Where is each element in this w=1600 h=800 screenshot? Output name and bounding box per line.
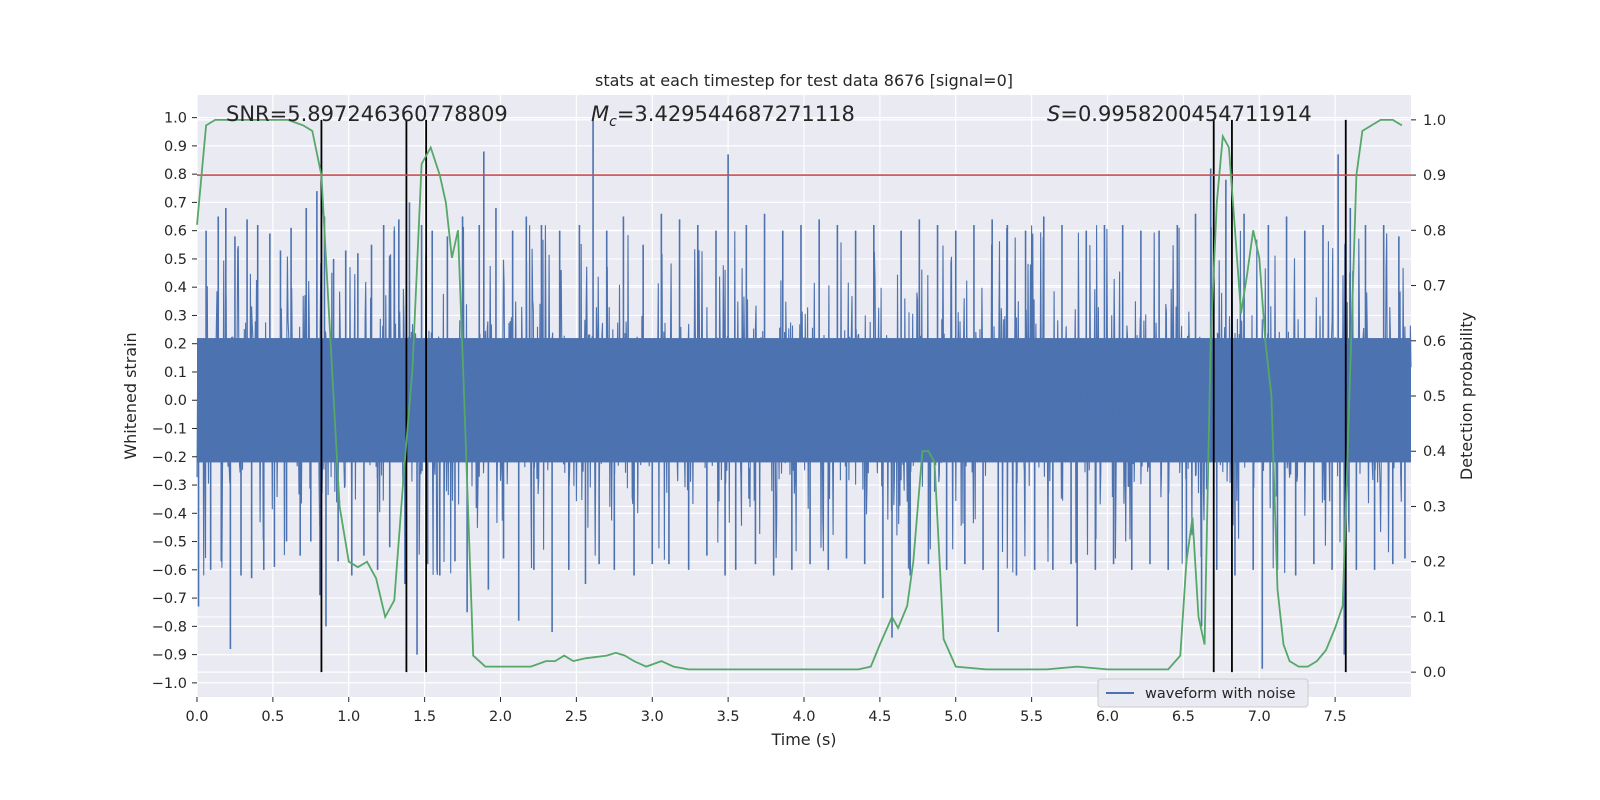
y-tick-label-14: −0.4 — [152, 506, 187, 522]
vertical-markers — [320, 119, 1347, 673]
y2-tick-label-1: 0.9 — [1423, 168, 1446, 184]
y-axis-ticks: 1.0 0.9 0.8 0.7 0.6 0.5 0.4 0.3 0.2 0.1 0.0 −0.1 −0.… — [152, 111, 197, 692]
x-tick-label-11: 5.5 — [1020, 709, 1043, 725]
y-tick-label-17: −0.7 — [152, 591, 187, 607]
y-tick-label-2: 0.8 — [164, 167, 187, 183]
mc-symbol: M — [591, 102, 609, 126]
x-tick-label-7: 3.5 — [717, 709, 740, 725]
y2-axis-ticks: 1.0 0.9 0.8 0.7 0.6 0.5 0.4 0.3 0.2 0.1 0.0 — [1411, 113, 1446, 681]
y-tick-label-0: 1.0 — [164, 111, 187, 127]
x-axis-label: Time (s) — [770, 730, 836, 749]
y2-tick-label-5: 0.5 — [1423, 389, 1446, 405]
x-tick-label-3: 1.5 — [413, 709, 436, 725]
x-tick-label-8: 4.0 — [792, 709, 815, 725]
x-tick-label-2: 1.0 — [337, 709, 360, 725]
y-tick-label-6: 0.4 — [164, 280, 187, 296]
y2-tick-label-6: 0.4 — [1423, 444, 1446, 460]
y-tick-label-19: −0.9 — [152, 648, 187, 664]
y2-tick-label-9: 0.1 — [1423, 610, 1446, 626]
probability-series-line — [196, 119, 1403, 671]
mc-subscript: c — [609, 114, 617, 130]
x-tick-label-1: 0.5 — [261, 709, 284, 725]
y2-tick-label-4: 0.6 — [1423, 334, 1446, 350]
y2-tick-label-7: 0.3 — [1423, 499, 1446, 515]
s-symbol: S — [1047, 102, 1060, 126]
y-tick-label-13: −0.3 — [152, 478, 187, 494]
x-tick-label-4: 2.0 — [489, 709, 512, 725]
y-tick-label-18: −0.8 — [152, 619, 187, 635]
s-annotation: S=0.9958200454711914 — [1047, 102, 1312, 126]
chart-title: stats at each timestep for test data 867… — [595, 71, 1013, 90]
x-tick-label-13: 6.5 — [1172, 709, 1195, 725]
y2-tick-label-10: 0.0 — [1423, 665, 1446, 681]
y-tick-label-11: −0.1 — [152, 422, 187, 438]
x-tick-label-5: 2.5 — [565, 709, 588, 725]
x-axis-ticks: 0.0 0.5 1.0 1.5 2.0 2.5 3.0 3.5 4.0 4.5 5.0 5.5 6.0 6… — [185, 697, 1347, 725]
y2-tick-label-3: 0.7 — [1423, 279, 1446, 295]
y-tick-label-15: −0.5 — [152, 535, 187, 551]
chirp-mass-annotation: Mc=3.429544687271118 — [591, 102, 855, 130]
x-tick-label-9: 4.5 — [868, 709, 891, 725]
snr-annotation: SNR=5.897246360778809 — [226, 102, 508, 126]
y-tick-label-9: 0.1 — [164, 365, 187, 381]
x-tick-label-6: 3.0 — [641, 709, 664, 725]
y-tick-label-8: 0.2 — [164, 337, 187, 353]
legend: waveform with noise — [1097, 678, 1309, 708]
x-tick-label-10: 5.0 — [944, 709, 967, 725]
legend-entry-waveform: waveform with noise — [1145, 686, 1296, 702]
y-tick-label-16: −0.6 — [152, 563, 187, 579]
y-tick-label-20: −1.0 — [152, 676, 187, 692]
y2-axis-label: Detection probability — [1457, 312, 1476, 480]
x-tick-label-0: 0.0 — [185, 709, 208, 725]
legend-box — [1097, 678, 1309, 708]
y-axis-label: Whitened strain — [121, 332, 140, 459]
x-tick-label-14: 7.0 — [1248, 709, 1271, 725]
mc-value: =3.429544687271118 — [617, 102, 855, 126]
y-tick-label-12: −0.2 — [152, 450, 187, 466]
y2-tick-label-8: 0.2 — [1423, 555, 1446, 571]
y-tick-label-7: 0.3 — [164, 308, 187, 324]
s-value: =0.9958200454711914 — [1060, 102, 1311, 126]
x-tick-label-12: 6.0 — [1096, 709, 1119, 725]
y-tick-label-3: 0.7 — [164, 195, 187, 211]
y-tick-label-10: 0.0 — [164, 393, 187, 409]
x-tick-label-15: 7.5 — [1324, 709, 1347, 725]
y-tick-label-1: 0.9 — [164, 139, 187, 155]
y-tick-label-4: 0.6 — [164, 224, 187, 240]
y2-tick-label-2: 0.8 — [1423, 223, 1446, 239]
y-tick-label-5: 0.5 — [164, 252, 187, 268]
y2-tick-label-0: 1.0 — [1423, 113, 1446, 129]
